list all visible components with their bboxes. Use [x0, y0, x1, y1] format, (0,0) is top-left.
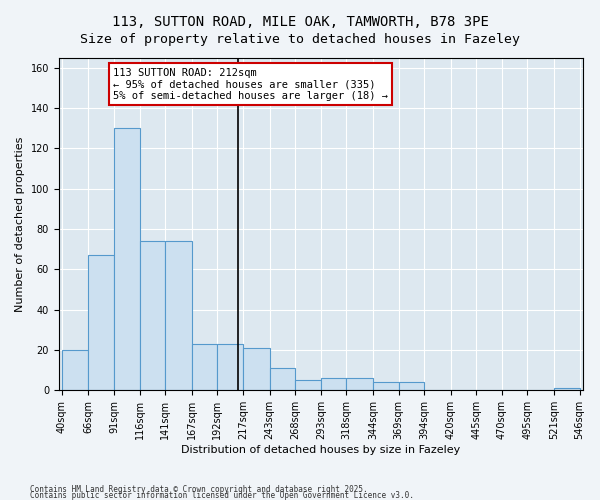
- Y-axis label: Number of detached properties: Number of detached properties: [15, 136, 25, 312]
- Text: Size of property relative to detached houses in Fazeley: Size of property relative to detached ho…: [80, 32, 520, 46]
- Bar: [321, 378, 346, 390]
- Bar: [398, 382, 424, 390]
- Bar: [192, 344, 217, 391]
- Bar: [165, 241, 192, 390]
- X-axis label: Distribution of detached houses by size in Fazeley: Distribution of detached houses by size …: [181, 445, 460, 455]
- Text: Contains public sector information licensed under the Open Government Licence v3: Contains public sector information licen…: [30, 491, 414, 500]
- Bar: [88, 255, 114, 390]
- Bar: [373, 382, 398, 390]
- Bar: [62, 350, 88, 391]
- Bar: [554, 388, 580, 390]
- Bar: [346, 378, 373, 390]
- Bar: [295, 380, 321, 390]
- Bar: [114, 128, 140, 390]
- Bar: [140, 241, 165, 390]
- Bar: [269, 368, 295, 390]
- Bar: [217, 344, 243, 391]
- Text: 113, SUTTON ROAD, MILE OAK, TAMWORTH, B78 3PE: 113, SUTTON ROAD, MILE OAK, TAMWORTH, B7…: [112, 15, 488, 29]
- Text: 113 SUTTON ROAD: 212sqm
← 95% of detached houses are smaller (335)
5% of semi-de: 113 SUTTON ROAD: 212sqm ← 95% of detache…: [113, 68, 388, 101]
- Bar: [243, 348, 269, 391]
- Text: Contains HM Land Registry data © Crown copyright and database right 2025.: Contains HM Land Registry data © Crown c…: [30, 485, 368, 494]
